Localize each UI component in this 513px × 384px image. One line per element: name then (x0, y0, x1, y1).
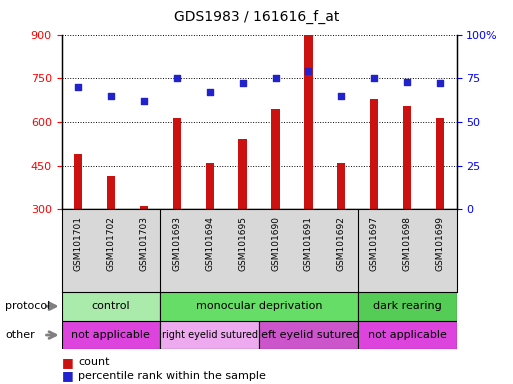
Text: ■: ■ (62, 369, 73, 382)
Bar (271, 109, 280, 209)
Text: GDS1983 / 161616_f_at: GDS1983 / 161616_f_at (174, 10, 339, 24)
Bar (62, 321, 160, 349)
Point (271, 75, 280, 81)
Text: control: control (92, 301, 130, 311)
Bar (259, 321, 358, 349)
Text: right eyelid sutured: right eyelid sutured (162, 330, 258, 340)
Text: GSM101690: GSM101690 (271, 216, 280, 271)
Text: GSM101699: GSM101699 (436, 216, 445, 271)
Text: GSM101702: GSM101702 (106, 216, 115, 271)
Text: GSM101695: GSM101695 (238, 216, 247, 271)
Text: dark rearing: dark rearing (373, 301, 442, 311)
Bar (358, 292, 457, 321)
Point (337, 93, 345, 99)
Text: GSM101694: GSM101694 (205, 216, 214, 271)
Point (370, 75, 379, 81)
Point (74, 84, 82, 90)
Point (140, 98, 148, 104)
Text: GSM101693: GSM101693 (172, 216, 181, 271)
Text: monocular deprivation: monocular deprivation (196, 301, 322, 311)
Text: GSM101691: GSM101691 (304, 216, 313, 271)
Text: protocol: protocol (5, 301, 50, 311)
Bar (160, 292, 358, 321)
Bar (62, 292, 160, 321)
Bar (436, 118, 444, 209)
Point (206, 89, 214, 95)
Text: percentile rank within the sample: percentile rank within the sample (78, 371, 266, 381)
Text: GSM101701: GSM101701 (73, 216, 83, 271)
Bar (337, 163, 345, 209)
Bar (239, 139, 247, 209)
Text: GSM101697: GSM101697 (370, 216, 379, 271)
Text: GSM101692: GSM101692 (337, 216, 346, 271)
Bar (140, 206, 148, 209)
Bar (358, 321, 457, 349)
Text: left eyelid sutured: left eyelid sutured (258, 330, 359, 340)
Text: count: count (78, 357, 109, 367)
Bar (370, 99, 379, 209)
Text: ■: ■ (62, 356, 73, 369)
Text: other: other (5, 330, 35, 340)
Point (304, 68, 312, 74)
Point (107, 93, 115, 99)
Bar (107, 176, 115, 209)
Text: GSM101698: GSM101698 (403, 216, 412, 271)
Point (173, 75, 181, 81)
Point (239, 80, 247, 86)
Bar (206, 163, 214, 209)
Bar (160, 321, 259, 349)
Text: GSM101703: GSM101703 (140, 216, 148, 271)
Bar (74, 154, 82, 209)
Bar (304, 35, 312, 209)
Point (436, 80, 444, 86)
Bar (403, 106, 411, 209)
Text: not applicable: not applicable (368, 330, 447, 340)
Bar (173, 118, 181, 209)
Point (403, 79, 411, 85)
Text: not applicable: not applicable (71, 330, 150, 340)
